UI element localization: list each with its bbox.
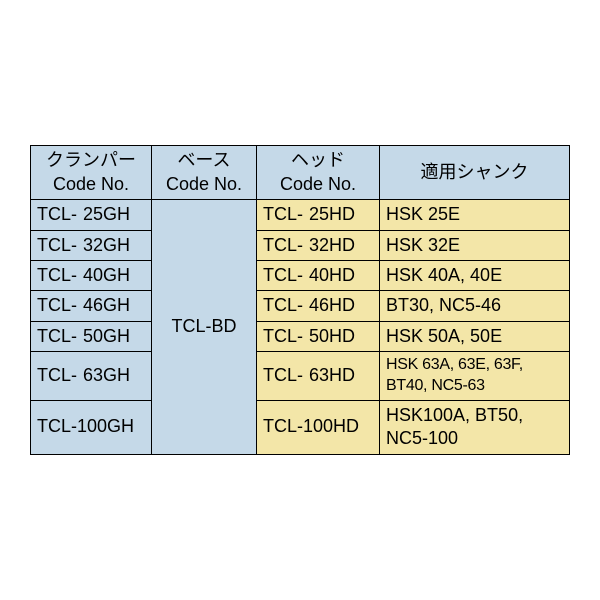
- cell-base-merged: TCL-BD: [152, 200, 257, 454]
- table-row: TCL-40GHTCL-40HDHSK 40A, 40E: [31, 261, 570, 291]
- clamper-suffix: GH: [107, 416, 134, 436]
- table-row: TCL-63GHTCL-63HDHSK 63A, 63E, 63F, BT40,…: [31, 352, 570, 401]
- head-num: 46: [303, 294, 329, 317]
- cell-shank: HSK100A, BT50, NC5-100: [380, 400, 570, 454]
- header-clamper-line1: クランパー: [37, 149, 145, 172]
- head-prefix: TCL-: [263, 235, 303, 255]
- cell-shank: BT30, NC5-46: [380, 291, 570, 321]
- cell-head: TCL-25HD: [257, 200, 380, 230]
- shank-compat-table: クランパー Code No. ベース Code No. ヘッド Code No.…: [30, 145, 570, 454]
- table-row: TCL-46GHTCL-46HDBT30, NC5-46: [31, 291, 570, 321]
- cell-head: TCL-50HD: [257, 321, 380, 351]
- head-prefix: TCL-: [263, 295, 303, 315]
- cell-clamper: TCL-25GH: [31, 200, 152, 230]
- clamper-num: 40: [77, 264, 103, 287]
- head-suffix: HD: [329, 204, 355, 224]
- clamper-prefix: TCL-: [37, 416, 77, 436]
- clamper-num: 46: [77, 294, 103, 317]
- table-row: TCL-32GHTCL-32HDHSK 32E: [31, 230, 570, 260]
- head-suffix: HD: [329, 265, 355, 285]
- header-base-line1: ベース: [158, 149, 250, 172]
- head-suffix: HD: [329, 235, 355, 255]
- clamper-prefix: TCL-: [37, 204, 77, 224]
- head-num: 40: [303, 264, 329, 287]
- head-prefix: TCL-: [263, 416, 303, 436]
- head-prefix: TCL-: [263, 365, 303, 385]
- cell-head: TCL-63HD: [257, 352, 380, 401]
- header-clamper: クランパー Code No.: [31, 146, 152, 200]
- clamper-suffix: GH: [103, 265, 130, 285]
- cell-shank: HSK 50A, 50E: [380, 321, 570, 351]
- clamper-suffix: GH: [103, 365, 130, 385]
- cell-head: TCL-100HD: [257, 400, 380, 454]
- cell-clamper: TCL-100GH: [31, 400, 152, 454]
- clamper-num: 50: [77, 325, 103, 348]
- cell-shank: HSK 40A, 40E: [380, 261, 570, 291]
- clamper-num: 32: [77, 234, 103, 257]
- clamper-prefix: TCL-: [37, 265, 77, 285]
- table-row: TCL-25GHTCL-BDTCL-25HDHSK 25E: [31, 200, 570, 230]
- header-head-line2: Code No.: [263, 173, 373, 196]
- clamper-suffix: GH: [103, 204, 130, 224]
- clamper-num: 100: [77, 415, 107, 438]
- head-num: 50: [303, 325, 329, 348]
- cell-head: TCL-46HD: [257, 291, 380, 321]
- head-num: 63: [303, 364, 329, 387]
- cell-clamper: TCL-46GH: [31, 291, 152, 321]
- head-num: 25: [303, 203, 329, 226]
- head-prefix: TCL-: [263, 265, 303, 285]
- cell-head: TCL-32HD: [257, 230, 380, 260]
- table-row: TCL-100GHTCL-100HDHSK100A, BT50, NC5-100: [31, 400, 570, 454]
- cell-clamper: TCL-40GH: [31, 261, 152, 291]
- cell-clamper: TCL-32GH: [31, 230, 152, 260]
- head-num: 100: [303, 415, 333, 438]
- clamper-prefix: TCL-: [37, 326, 77, 346]
- table-header-row: クランパー Code No. ベース Code No. ヘッド Code No.…: [31, 146, 570, 200]
- head-suffix: HD: [329, 326, 355, 346]
- head-prefix: TCL-: [263, 204, 303, 224]
- cell-shank: HSK 32E: [380, 230, 570, 260]
- header-clamper-line2: Code No.: [37, 173, 145, 196]
- head-prefix: TCL-: [263, 326, 303, 346]
- clamper-suffix: GH: [103, 326, 130, 346]
- head-suffix: HD: [333, 416, 359, 436]
- header-base-line2: Code No.: [158, 173, 250, 196]
- header-shank: 適用シャンク: [380, 146, 570, 200]
- clamper-num: 63: [77, 364, 103, 387]
- clamper-num: 25: [77, 203, 103, 226]
- head-suffix: HD: [329, 365, 355, 385]
- shank-compat-table-container: クランパー Code No. ベース Code No. ヘッド Code No.…: [30, 145, 570, 454]
- cell-shank: HSK 63A, 63E, 63F, BT40, NC5-63: [380, 352, 570, 401]
- cell-clamper: TCL-63GH: [31, 352, 152, 401]
- clamper-suffix: GH: [103, 235, 130, 255]
- head-num: 32: [303, 234, 329, 257]
- cell-head: TCL-40HD: [257, 261, 380, 291]
- clamper-prefix: TCL-: [37, 295, 77, 315]
- clamper-suffix: GH: [103, 295, 130, 315]
- header-head: ヘッド Code No.: [257, 146, 380, 200]
- head-suffix: HD: [329, 295, 355, 315]
- header-base: ベース Code No.: [152, 146, 257, 200]
- clamper-prefix: TCL-: [37, 365, 77, 385]
- table-body: TCL-25GHTCL-BDTCL-25HDHSK 25ETCL-32GHTCL…: [31, 200, 570, 454]
- header-shank-label: 適用シャンク: [421, 162, 529, 182]
- header-head-line1: ヘッド: [263, 149, 373, 172]
- cell-shank: HSK 25E: [380, 200, 570, 230]
- clamper-prefix: TCL-: [37, 235, 77, 255]
- cell-clamper: TCL-50GH: [31, 321, 152, 351]
- table-row: TCL-50GHTCL-50HDHSK 50A, 50E: [31, 321, 570, 351]
